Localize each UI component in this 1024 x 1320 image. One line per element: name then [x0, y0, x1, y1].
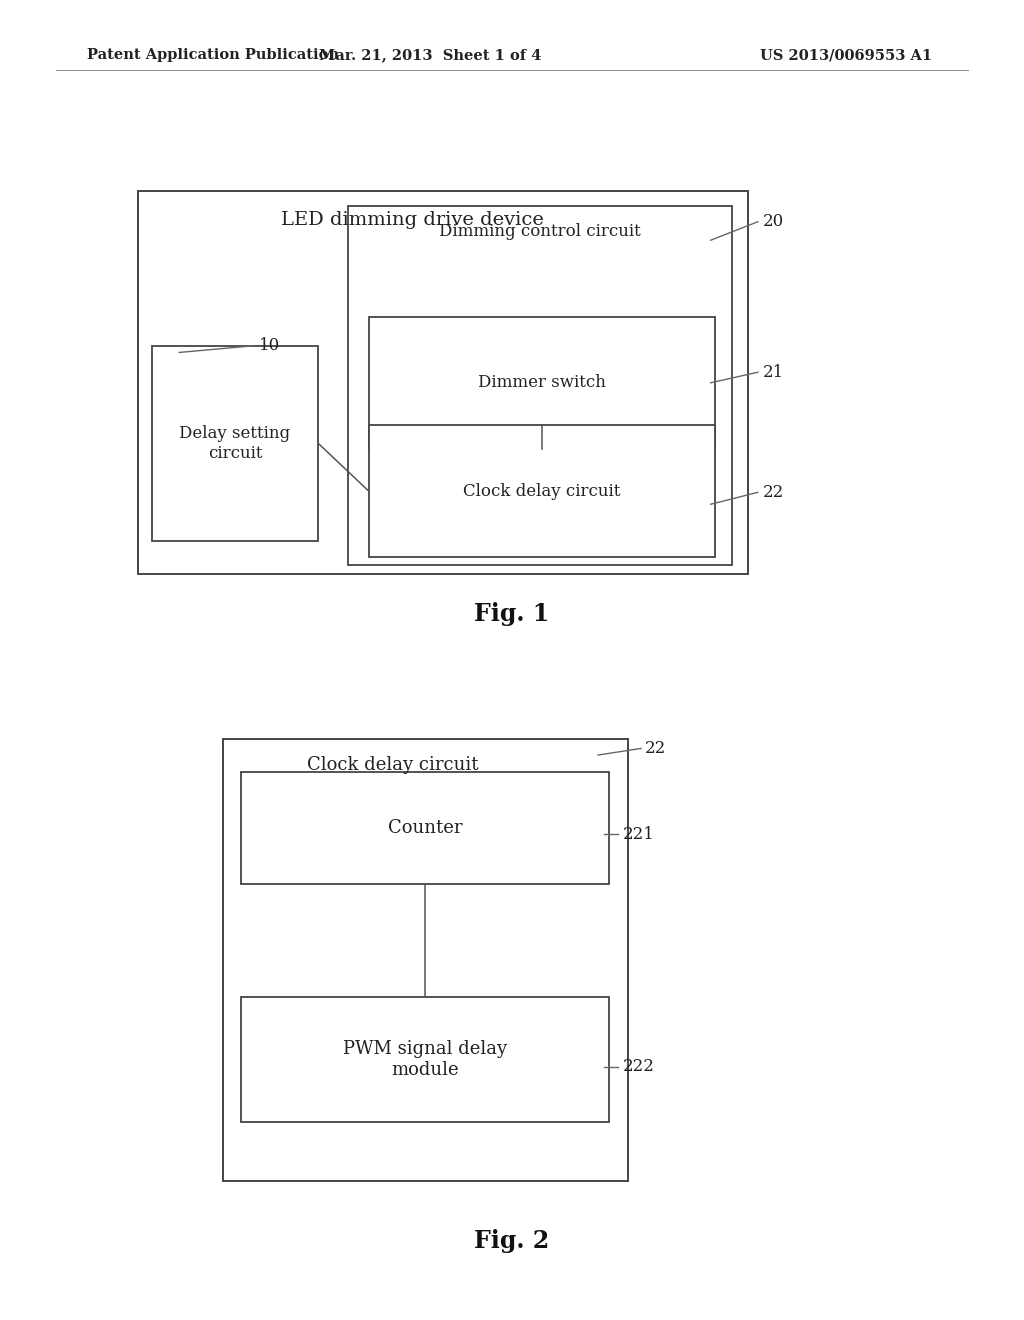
Text: US 2013/0069553 A1: US 2013/0069553 A1	[760, 49, 932, 62]
Text: Counter: Counter	[388, 820, 462, 837]
Text: Fig. 1: Fig. 1	[474, 602, 550, 626]
Text: Clock delay circuit: Clock delay circuit	[463, 483, 621, 499]
Text: Clock delay circuit: Clock delay circuit	[307, 756, 479, 775]
Text: Delay setting
circuit: Delay setting circuit	[179, 425, 291, 462]
Text: 20: 20	[763, 214, 784, 230]
Text: 221: 221	[623, 826, 654, 842]
Text: 222: 222	[623, 1059, 654, 1074]
Text: Fig. 2: Fig. 2	[474, 1229, 550, 1253]
Bar	[348, 206, 732, 565]
Bar	[369, 317, 715, 449]
Bar	[223, 739, 628, 1181]
Text: 21: 21	[763, 364, 784, 380]
Text: LED dimming drive device: LED dimming drive device	[281, 211, 544, 230]
Text: 22: 22	[645, 741, 667, 756]
Bar	[152, 346, 318, 541]
Text: Dimming control circuit: Dimming control circuit	[439, 223, 641, 240]
Text: Mar. 21, 2013  Sheet 1 of 4: Mar. 21, 2013 Sheet 1 of 4	[318, 49, 542, 62]
Text: 22: 22	[763, 484, 784, 500]
Bar	[241, 997, 609, 1122]
Bar	[138, 191, 748, 574]
Text: 10: 10	[259, 338, 281, 354]
Text: PWM signal delay
module: PWM signal delay module	[343, 1040, 507, 1078]
Text: Patent Application Publication: Patent Application Publication	[87, 49, 339, 62]
Bar	[241, 772, 609, 884]
Text: Dimmer switch: Dimmer switch	[478, 375, 605, 391]
Bar	[369, 425, 715, 557]
